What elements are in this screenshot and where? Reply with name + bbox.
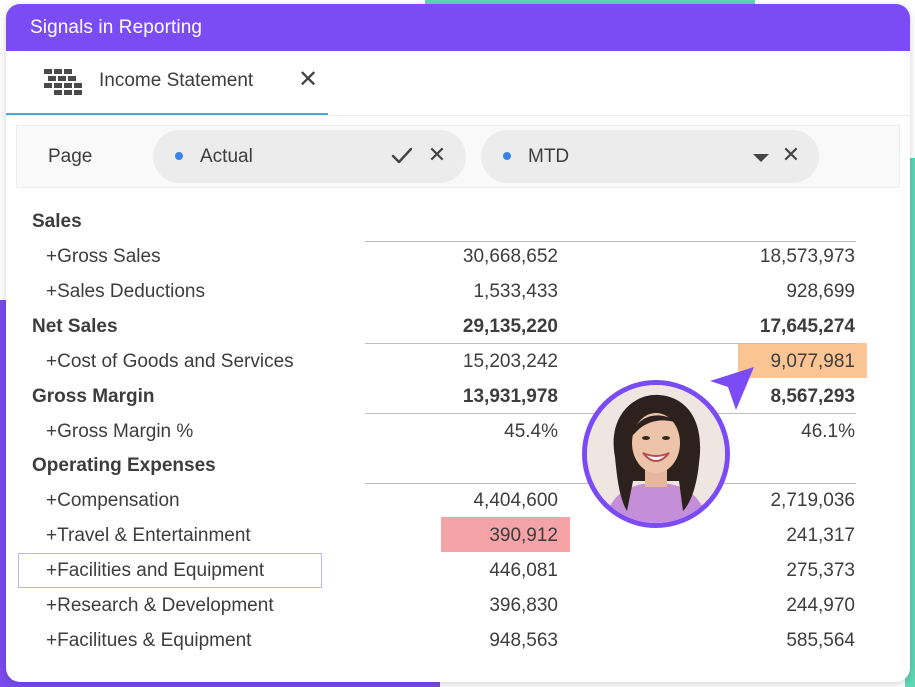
page-label: Page [48,146,93,167]
row-label: Operating Expenses [32,455,216,476]
table-row[interactable]: +Cost of Goods and Services 15,203,242 9… [6,345,910,380]
caret-down-icon[interactable] [753,154,769,162]
income-statement-table: Sales +Gross Sales 30,668,652 18,573,973… [6,4,910,682]
row-value-actual: 45.4% [504,421,558,442]
check-icon[interactable] [391,145,413,167]
divider-line [365,241,856,242]
divider-line [365,343,856,344]
row-label: +Gross Margin % [46,421,194,442]
row-value-mtd: 46.1% [801,421,855,442]
table-row[interactable]: +Gross Sales 30,668,652 18,573,973 [6,240,910,275]
table-row[interactable]: +Compensation 4,404,600 2,719,036 [6,484,910,519]
row-value-actual: 948,563 [489,630,558,651]
chip-dot [175,152,183,160]
avatar [582,380,730,528]
row-value-mtd: 585,564 [786,630,855,651]
row-label: +Travel & Entertainment [46,525,251,546]
tab-bar: Income Statement ✕ [6,51,910,116]
row-value-mtd: 275,373 [786,560,855,581]
row-value-actual: 30,668,652 [462,246,558,267]
chip-label-mtd: MTD [528,146,570,167]
row-value-mtd: 241,317 [786,525,855,546]
chip-clear-actual-icon[interactable]: ✕ [427,142,447,167]
chip-label-actual: Actual [200,146,253,167]
chip-clear-mtd-icon[interactable]: ✕ [781,142,801,167]
row-value-mtd: 244,970 [786,595,855,616]
row-label: +Gross Sales [46,246,161,267]
table-row-sales[interactable]: Sales [6,205,910,240]
row-label: +Research & Development [46,595,274,616]
row-value-actual: 1,533,433 [473,281,558,302]
row-value-actual: 13,931,978 [462,386,558,407]
row-label: +Facilitues & Equipment [46,630,252,651]
row-value-mtd: 17,645,274 [759,316,855,337]
avatar-portrait-icon [587,385,725,523]
tab-income-statement[interactable]: Income Statement ✕ [6,51,328,115]
table-row[interactable]: +Gross Margin % 45.4% 46.1% [6,415,910,450]
row-label: Sales [32,211,82,232]
report-window: Signals in Reporting Income Statement ✕ … [6,4,910,682]
row-value-actual: 396,830 [489,595,558,616]
table-row[interactable]: +Research & Development 396,830 244,970 [6,589,910,624]
row-label: Net Sales [32,316,118,337]
table-row[interactable]: +Sales Deductions 1,533,433 928,699 [6,275,910,310]
background-accent-purple-bottom [0,680,440,687]
table-row-net-sales[interactable]: Net Sales 29,135,220 17,645,274 [6,310,910,345]
table-grid-icon [44,69,82,95]
filter-chip-actual[interactable]: Actual ✕ [153,130,466,183]
selected-row-outline [18,553,322,588]
row-value-actual: 446,081 [489,560,558,581]
row-value-mtd: 18,573,973 [759,246,855,267]
filter-bar: Page Actual ✕ MTD ✕ [16,125,900,188]
table-row[interactable]: +Facilitues & Equipment 948,563 585,564 [6,624,910,659]
chip-dot [503,152,511,160]
row-label: Gross Margin [32,386,155,407]
row-value-actual: 4,404,600 [473,490,558,511]
row-label: +Cost of Goods and Services [46,351,294,372]
row-value-mtd: 928,699 [786,281,855,302]
row-label: +Compensation [46,490,180,511]
table-row-selected[interactable]: +Facilities and Equipment 446,081 275,37… [6,554,910,589]
tab-close-icon[interactable]: ✕ [297,66,319,93]
row-value-actual: 15,203,242 [462,351,558,372]
highlight-cell-travel-actual [441,517,570,552]
cursor-pointer-icon [710,367,754,410]
background-accent-green-right [905,158,915,687]
table-row-operating-expenses[interactable]: Operating Expenses [6,449,910,484]
row-label: +Sales Deductions [46,281,205,302]
row-value-actual: 390,912 [489,525,558,546]
row-value-mtd: 9,077,981 [770,351,855,372]
table-row[interactable]: +Travel & Entertainment 390,912 241,317 [6,519,910,554]
highlight-cell-cogs-mtd [738,343,867,378]
table-row-gross-margin[interactable]: Gross Margin 13,931,978 8,567,293 [6,380,910,415]
window-titlebar: Signals in Reporting [6,4,910,51]
row-value-actual: 29,135,220 [462,316,558,337]
row-value-mtd: 8,567,293 [770,386,855,407]
row-value-mtd: 2,719,036 [770,490,855,511]
filter-chip-mtd[interactable]: MTD ✕ [481,130,819,183]
window-title: Signals in Reporting [30,16,203,38]
row-label: +Facilities and Equipment [46,560,265,581]
tab-label: Income Statement [99,70,254,91]
